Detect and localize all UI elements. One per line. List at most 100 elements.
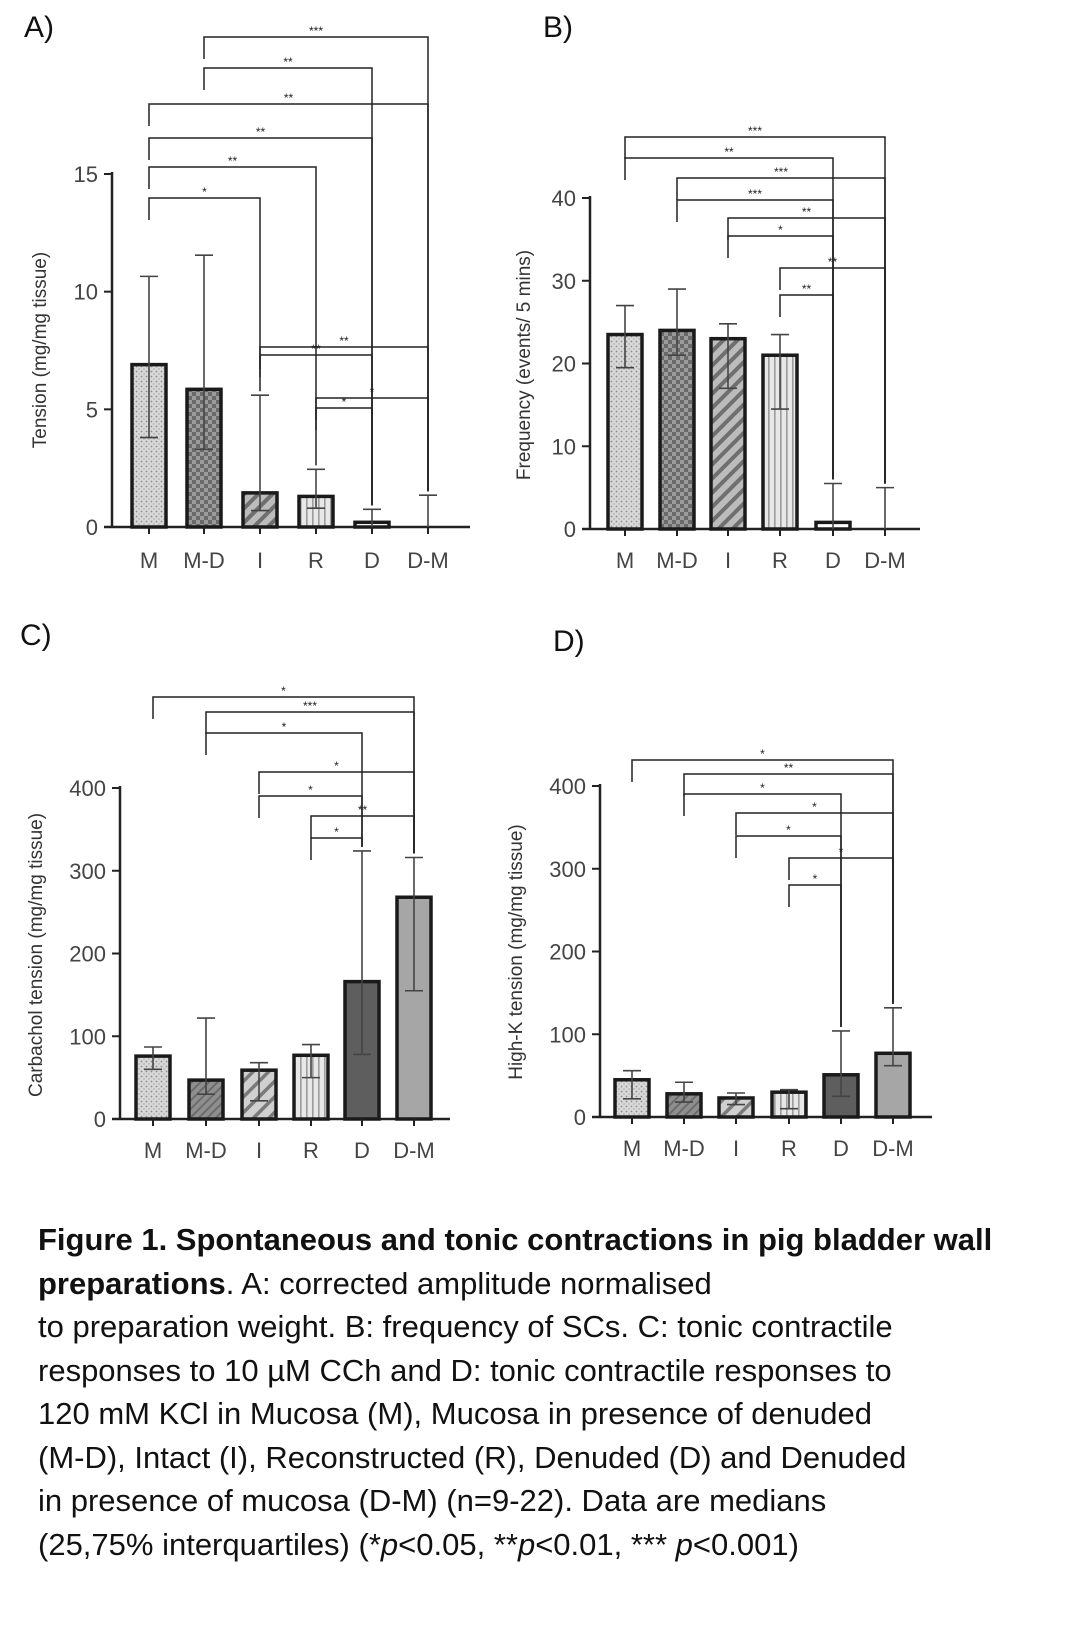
significance-bracket — [788, 884, 842, 1027]
x-tick-label: M-D — [185, 1138, 227, 1163]
y-axis-title: Carbachol tension (mg/mg tissue) — [26, 813, 47, 1097]
y-axis-title: Frequency (events/ 5 mins) — [514, 250, 535, 480]
significance-bracket — [310, 815, 415, 854]
significance-bracket — [779, 294, 834, 480]
panel-label: A) — [24, 11, 54, 44]
panel-a: A) 0 5 10 15 Tension (mg/mg tissue) M M-D I R D D-M… — [24, 11, 470, 573]
y-tick-label: 400 — [549, 774, 586, 799]
y-tick-label: 20 — [552, 352, 576, 377]
significance-label: * — [308, 783, 313, 797]
x-tick-label: I — [256, 1138, 262, 1163]
significance-label: ** — [311, 342, 321, 356]
significance-label: ** — [358, 803, 368, 817]
caption-p-2: p — [517, 1526, 536, 1562]
caption-line-5: (M-D), Intact (I), Reconstructed (R), De… — [38, 1439, 907, 1475]
x-tick-label: M-D — [656, 548, 698, 573]
x-tick-label: R — [781, 1136, 797, 1161]
significance-label: * — [334, 759, 339, 773]
panel-label: D) — [553, 625, 585, 658]
significance-label: ** — [784, 761, 794, 775]
x-tick-label: I — [733, 1136, 739, 1161]
significance-label: * — [778, 223, 783, 237]
caption-p-1: p — [380, 1526, 399, 1562]
panel-label: B) — [543, 11, 573, 44]
significance-label: *** — [748, 124, 762, 138]
significance-label: ** — [828, 255, 838, 269]
significance-label: * — [839, 845, 844, 859]
significance-label: ** — [724, 145, 734, 159]
significance-bracket — [735, 812, 894, 1004]
significance-label: * — [760, 747, 765, 761]
x-tick-label: R — [308, 548, 324, 573]
caption-stat-a: <0.05, ** — [398, 1526, 518, 1562]
y-tick-label: 40 — [552, 186, 576, 211]
y-tick-label: 0 — [86, 515, 98, 540]
significance-bracket — [148, 197, 261, 392]
caption-line-2: to preparation weight. B: frequency of S… — [38, 1309, 893, 1344]
x-tick-label: M — [616, 548, 634, 573]
y-tick-label: 200 — [69, 942, 106, 967]
x-tick-label: M — [144, 1138, 162, 1163]
significance-label: * — [282, 720, 287, 734]
caption-star-1: * — [368, 1526, 381, 1562]
x-tick-label: M — [140, 548, 158, 573]
significance-label: * — [281, 684, 286, 698]
significance-bracket — [683, 793, 842, 1027]
y-tick-label: 100 — [69, 1024, 106, 1049]
significance-bracket — [258, 795, 363, 847]
significance-label: * — [786, 823, 791, 837]
significance-bracket — [148, 103, 429, 492]
caption-stat-c: <0.001) — [692, 1526, 799, 1562]
x-tick-label: M — [623, 1136, 641, 1161]
caption-stat-b: <0.01, *** — [535, 1526, 676, 1562]
significance-bracket — [676, 199, 834, 480]
y-tick-label: 10 — [552, 434, 576, 459]
x-tick-label: I — [257, 548, 263, 573]
caption-line-3: responses to 10 µM CCh and D: tonic cont… — [38, 1352, 892, 1388]
caption-line-6: in presence of mucosa (D-M) (n=9-22). Da… — [38, 1483, 827, 1518]
significance-label: *** — [309, 24, 323, 38]
x-tick-label: M-D — [663, 1136, 705, 1161]
significance-label: ** — [802, 282, 812, 296]
caption-line-7: (25,75% interquartiles) ( — [38, 1526, 369, 1562]
caption-title: Figure 1. Spontaneous and tonic contract… — [38, 1222, 993, 1301]
y-tick-label: 15 — [74, 162, 98, 187]
x-tick-label: D-M — [872, 1136, 914, 1161]
x-tick-label: I — [725, 548, 731, 573]
y-tick-label: 0 — [94, 1107, 106, 1132]
significance-bracket — [203, 67, 373, 506]
x-tick-label: D — [833, 1136, 849, 1161]
significance-label: *** — [303, 699, 317, 713]
significance-bracket — [315, 407, 373, 506]
significance-bracket — [258, 771, 415, 854]
x-tick-label: D-M — [393, 1138, 435, 1163]
caption-p-3: p — [675, 1526, 693, 1562]
panel-c: C) 0 100 200 300 400 Carbachol tension (mg/mg … — [20, 619, 450, 1163]
y-tick-label: 10 — [74, 280, 98, 305]
y-tick-label: 0 — [564, 517, 576, 542]
x-tick-label: D — [825, 548, 841, 573]
caption-line-1: . A: corrected amplitude normalised — [225, 1265, 712, 1301]
significance-label: * — [812, 800, 817, 814]
significance-label: * — [202, 185, 207, 199]
significance-bracket — [310, 837, 363, 860]
figure-caption: Figure 1. Spontaneous and tonic contract… — [38, 1218, 1058, 1566]
significance-label: ** — [256, 125, 266, 139]
significance-label: ** — [339, 334, 349, 348]
y-tick-label: 5 — [86, 397, 98, 422]
x-tick-label: M-D — [183, 548, 225, 573]
significance-bracket — [259, 346, 429, 492]
x-tick-label: R — [772, 548, 788, 573]
significance-label: ** — [802, 205, 812, 219]
y-tick-label: 30 — [552, 269, 576, 294]
figure-canvas: A) 0 5 10 15 Tension (mg/mg tissue) M M-D I R D D-M… — [20, 11, 932, 1163]
significance-bracket — [779, 267, 886, 484]
significance-bracket — [148, 137, 373, 506]
y-tick-label: 300 — [69, 859, 106, 884]
significance-bracket — [727, 217, 886, 484]
significance-label: * — [813, 872, 818, 886]
panel-d: D) 0 100 200 300 400 High-K tension (mg/mg tis… — [506, 625, 932, 1161]
y-tick-label: 200 — [549, 940, 586, 965]
y-tick-label: 400 — [69, 776, 106, 801]
y-axis-title: High-K tension (mg/mg tissue) — [506, 824, 527, 1080]
